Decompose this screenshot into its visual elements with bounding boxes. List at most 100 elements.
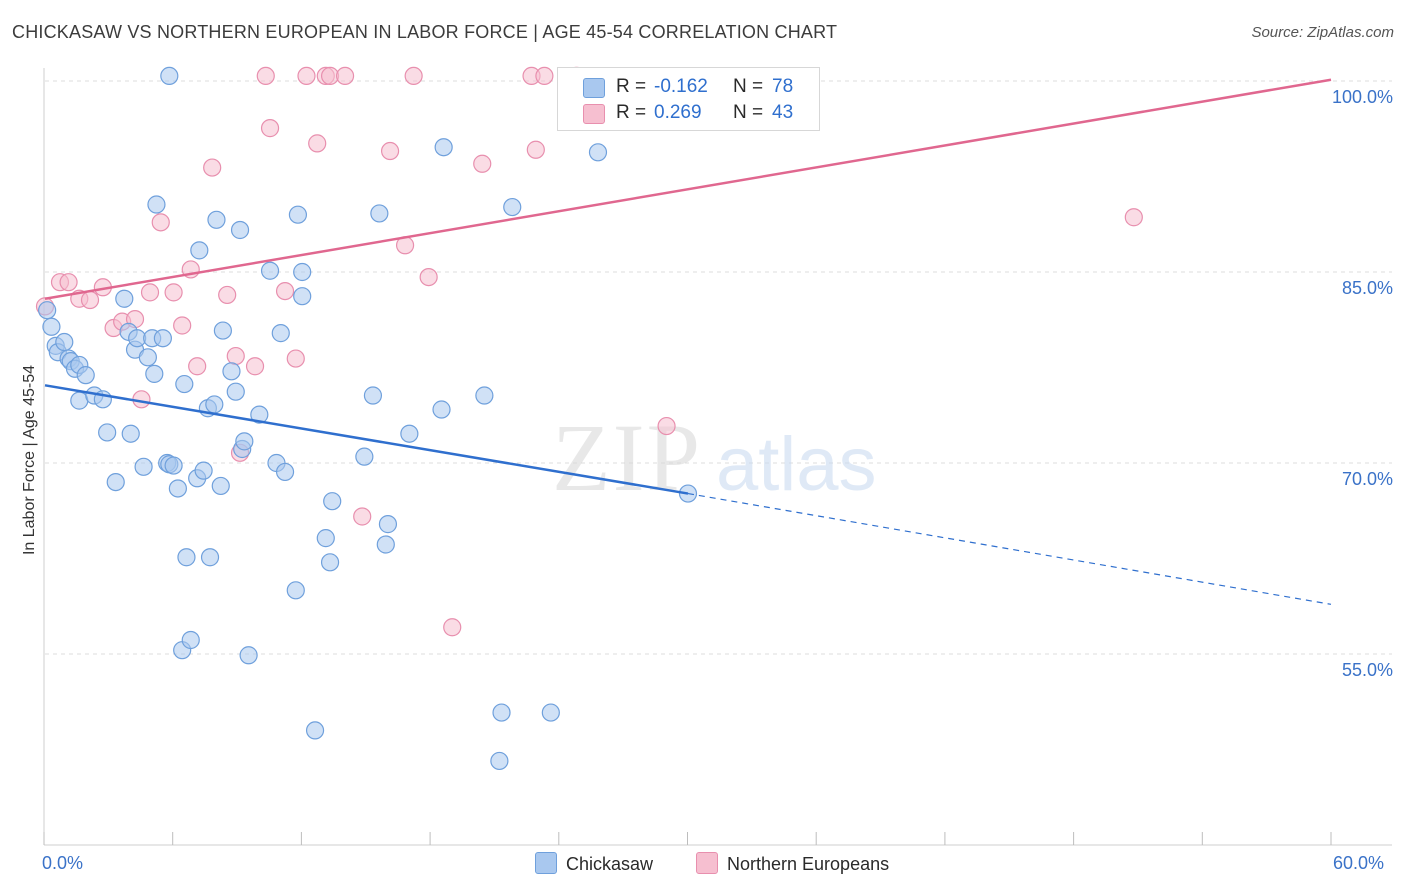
y-tick-labels: 55.0% 70.0% 85.0% 100.0% — [1332, 87, 1393, 680]
chickasaw-point — [177, 548, 196, 567]
chickasaw-point — [503, 197, 522, 217]
northern-point — [173, 316, 192, 335]
northern-point — [164, 283, 183, 302]
chickasaw-point — [213, 321, 232, 340]
chickasaw-trend-extension — [687, 492, 1332, 605]
northern-point — [526, 140, 545, 159]
watermark-zip: ZIP — [552, 404, 702, 511]
northern-point — [335, 66, 355, 86]
watermark: ZIP atlas — [552, 404, 877, 511]
chickasaw-point — [286, 581, 305, 600]
chickasaw-point — [363, 386, 383, 405]
chickasaw-point — [175, 374, 194, 394]
northern-point — [80, 290, 100, 310]
northern-point — [297, 66, 316, 86]
northern-n-value: 43 — [772, 102, 794, 123]
chickasaw-point — [235, 432, 254, 451]
chickasaw-point — [541, 703, 560, 722]
chickasaw-point — [323, 492, 342, 511]
legend-item-northern: Northern Europeans — [696, 852, 889, 876]
chickasaw-point — [275, 462, 295, 482]
northern-point — [275, 282, 295, 301]
r-label: R = — [616, 76, 647, 97]
chickasaw-point — [115, 289, 134, 308]
chickasaw-point — [293, 287, 312, 306]
x-tick-label-max: 60.0% — [1333, 853, 1385, 873]
chickasaw-point — [250, 405, 269, 424]
northern-legend-label: Northern Europeans — [727, 854, 890, 874]
northern-point — [473, 154, 492, 173]
chickasaw-point — [194, 461, 213, 480]
northern-point — [260, 119, 280, 138]
chickasaw-point — [98, 423, 117, 442]
watermark-atlas: atlas — [716, 422, 877, 507]
chickasaw-point — [316, 529, 335, 548]
legend-item-chickasaw: Chickasaw — [535, 852, 653, 876]
chickasaw-point — [145, 364, 164, 383]
chart-title: CHICKASAW VS NORTHERN EUROPEAN IN LABOR … — [12, 22, 838, 42]
chickasaw-points — [38, 66, 698, 771]
chickasaw-point — [230, 220, 250, 240]
northern-point — [380, 141, 400, 161]
chickasaw-point — [181, 630, 200, 650]
chickasaw-point — [190, 241, 209, 260]
northern-point — [657, 416, 676, 436]
y-tick-label: 100.0% — [1332, 87, 1393, 107]
chickasaw-point — [147, 195, 166, 214]
chickasaw-point — [164, 456, 183, 475]
chickasaw-point — [432, 400, 451, 419]
chickasaw-legend-swatch — [535, 852, 557, 874]
chickasaw-point — [305, 721, 325, 740]
chickasaw-point — [475, 386, 494, 405]
chickasaw-point — [320, 553, 340, 572]
chickasaw-point — [38, 301, 57, 320]
chickasaw-legend-label: Chickasaw — [566, 854, 654, 874]
northern-point — [535, 66, 554, 86]
chickasaw-point — [200, 548, 220, 567]
y-tick-label: 70.0% — [1342, 469, 1393, 489]
chickasaw-point — [134, 457, 153, 476]
n-label: N = — [733, 102, 764, 123]
chickasaw-point — [400, 424, 419, 443]
chickasaw-point — [239, 646, 258, 665]
chickasaw-swatch — [583, 78, 605, 98]
y-axis-label: In Labor Force | Age 45-54 — [21, 364, 38, 556]
chickasaw-point — [121, 424, 140, 443]
chickasaw-r-value: -0.162 — [654, 76, 708, 97]
correlation-legend: R = -0.162 N = 78 R = 0.269 N = 43 — [557, 67, 820, 131]
northern-legend-swatch — [696, 852, 718, 874]
chickasaw-n-value: 78 — [772, 76, 794, 97]
chickasaw-point — [160, 66, 179, 86]
n-label: N = — [733, 76, 764, 97]
chickasaw-point — [376, 535, 395, 554]
chickasaw-point — [434, 138, 453, 157]
chickasaw-point — [588, 143, 608, 162]
northern-point — [245, 357, 265, 376]
northern-point — [443, 618, 462, 637]
chickasaw-trend-line — [44, 384, 689, 495]
x-tick-label-min: 0.0% — [42, 853, 84, 873]
chickasaw-point — [370, 204, 389, 223]
northern-point — [59, 273, 78, 292]
northern-swatch — [583, 104, 605, 124]
trend-lines — [44, 78, 1332, 605]
chickasaw-point — [271, 324, 290, 343]
northern-point — [256, 66, 275, 86]
chickasaw-point — [378, 515, 398, 534]
chickasaw-point — [42, 317, 61, 336]
chickasaw-point — [355, 447, 374, 466]
chickasaw-point — [205, 395, 224, 414]
northern-trend-line — [44, 78, 1332, 300]
chickasaw-point — [260, 261, 280, 280]
source-note: Source: ZipAtlas.com — [1251, 24, 1394, 41]
chickasaw-point — [55, 332, 74, 352]
northern-point — [308, 134, 327, 153]
northern-point — [203, 158, 222, 177]
chickasaw-point — [492, 703, 511, 722]
chickasaw-point — [76, 366, 95, 385]
northern-point — [218, 285, 237, 305]
northern-point — [286, 349, 305, 368]
northern-point — [140, 283, 160, 302]
northern-point — [1124, 208, 1143, 227]
